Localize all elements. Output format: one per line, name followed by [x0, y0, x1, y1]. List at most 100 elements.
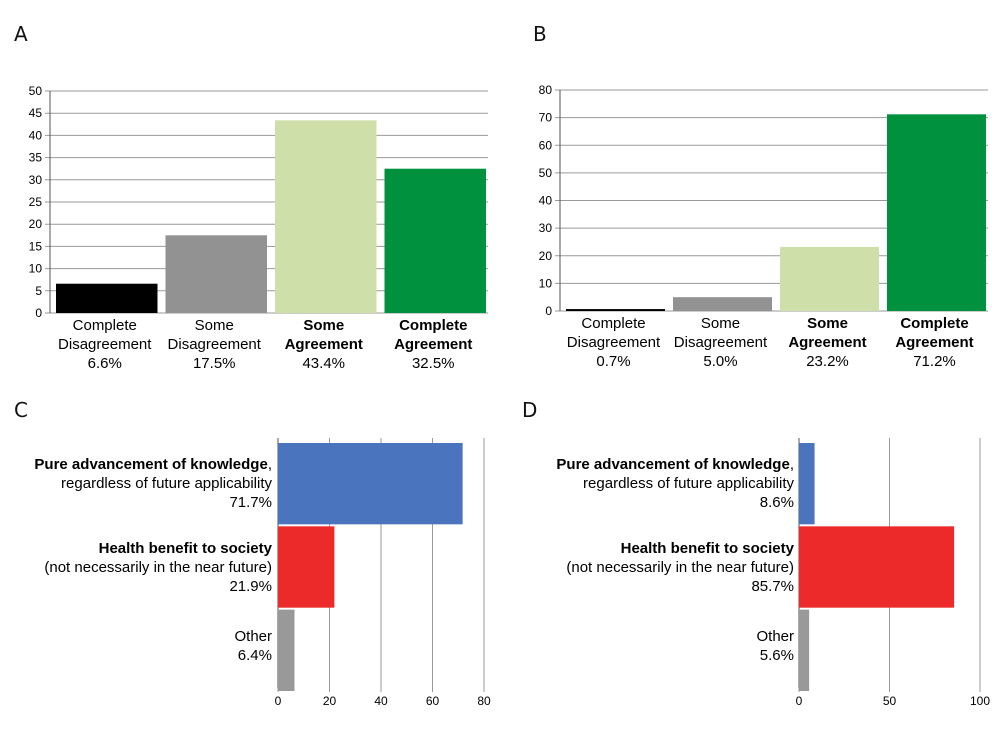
bar	[275, 120, 377, 313]
x-tick-label: 80	[477, 694, 491, 708]
category-line2: Agreement	[284, 336, 363, 353]
category-line2: Disagreement	[58, 336, 152, 353]
category-percent: 17.5%	[192, 355, 236, 372]
category-label: Pure advancement of knowledge, regardless…	[494, 455, 794, 512]
y-tick-label: 35	[29, 151, 43, 165]
x-tick-label: 0	[275, 694, 282, 708]
category-subtitle: (not necessarily in the near future)	[44, 558, 272, 576]
y-tick-label: 70	[539, 111, 553, 125]
x-tick-label: 60	[426, 694, 440, 708]
y-tick-label: 10	[539, 276, 553, 290]
category-subtitle: regardless of future applicability	[61, 475, 272, 493]
y-tick-label: 50	[539, 166, 553, 180]
category-line1: Complete	[900, 315, 969, 332]
category-percent: 8.6%	[759, 494, 794, 512]
category-subtitle: regardless of future applicability	[583, 475, 794, 493]
category-label: Other 5.6%	[494, 627, 794, 665]
bar	[673, 297, 772, 311]
category-line1: Complete	[72, 317, 137, 334]
y-tick-label: 10	[29, 262, 43, 276]
category-label: Health benefit to society (not necessaril…	[0, 539, 272, 596]
bar	[799, 526, 955, 608]
category-label: Complete Disagreement 6.6%	[50, 316, 160, 373]
y-tick-label: 40	[539, 194, 553, 208]
category-percent: 23.2%	[806, 353, 849, 370]
category-percent: 32.5%	[411, 355, 455, 372]
category-label: Complete Disagreement 0.7%	[560, 314, 667, 371]
bar	[278, 609, 295, 691]
bar	[887, 114, 986, 311]
category-label: Pure advancement of knowledge, regardless…	[0, 455, 272, 512]
category-line1: Some	[700, 315, 741, 332]
category-label: Some Agreement 23.2%	[774, 314, 881, 371]
category-percent: 71.7%	[229, 494, 272, 512]
category-title: Pure advancement of knowledge	[34, 456, 268, 474]
bar	[56, 283, 158, 313]
x-tick-label: 40	[374, 694, 388, 708]
panel-letter-a: A	[14, 22, 28, 46]
panel-letter-c: C	[14, 398, 28, 422]
category-percent: 5.6%	[759, 647, 794, 665]
bar	[278, 526, 335, 608]
category-line1: Some	[807, 315, 848, 332]
category-label: Some Disagreement 5.0%	[667, 314, 774, 371]
category-percent: 5.0%	[703, 353, 738, 370]
category-percent: 43.4%	[302, 355, 346, 372]
panel-letter-d: D	[522, 398, 538, 422]
y-tick-label: 5	[35, 284, 42, 298]
category-subtitle: (not necessarily in the near future)	[566, 558, 794, 576]
category-title: Health benefit to society	[98, 539, 272, 557]
category-title: Pure advancement of knowledge	[556, 456, 790, 474]
category-line1: Some	[303, 317, 345, 334]
category-percent: 6.4%	[237, 647, 272, 665]
category-line2: Disagreement	[673, 334, 768, 351]
y-tick-label: 50	[29, 84, 43, 98]
category-label: Complete Agreement 32.5%	[379, 316, 489, 373]
bar	[799, 609, 810, 691]
category-line1: Complete	[399, 317, 468, 334]
category-line1: Complete	[581, 315, 646, 332]
bar	[165, 235, 267, 313]
category-label: Some Agreement 43.4%	[269, 316, 379, 373]
y-tick-label: 40	[29, 128, 43, 142]
x-tick-label: 100	[970, 694, 990, 708]
y-tick-label: 0	[545, 304, 552, 318]
category-percent: 21.9%	[229, 577, 272, 595]
y-tick-label: 0	[35, 306, 42, 320]
category-percent: 71.2%	[913, 353, 956, 370]
category-label: Some Disagreement 17.5%	[160, 316, 270, 373]
category-line2: Disagreement	[167, 336, 261, 353]
category-subtitle: Other	[234, 628, 272, 646]
x-tick-label: 0	[796, 694, 803, 708]
category-percent: 0.7%	[596, 353, 631, 370]
y-tick-label: 25	[29, 195, 43, 209]
category-percent: 85.7%	[751, 577, 794, 595]
bar	[566, 309, 665, 311]
bar	[384, 168, 486, 313]
x-tick-label: 20	[323, 694, 337, 708]
category-line2: Agreement	[895, 334, 974, 351]
x-tick-label: 50	[883, 694, 897, 708]
y-tick-label: 30	[539, 221, 553, 235]
y-tick-label: 20	[539, 249, 553, 263]
category-line1: Some	[194, 317, 234, 334]
category-title-suffix: ,	[789, 456, 794, 474]
category-title-suffix: ,	[267, 456, 272, 474]
category-label: Other 6.4%	[0, 627, 272, 665]
category-label: Complete Agreement 71.2%	[881, 314, 988, 371]
y-tick-label: 30	[29, 173, 43, 187]
y-tick-label: 20	[29, 217, 43, 231]
category-line2: Agreement	[394, 336, 473, 353]
y-tick-label: 80	[539, 83, 553, 97]
y-tick-label: 15	[29, 239, 43, 253]
panel-letter-b: B	[533, 22, 547, 46]
category-label: Health benefit to society (not necessaril…	[494, 539, 794, 596]
category-subtitle: Other	[756, 628, 794, 646]
category-title: Health benefit to society	[620, 539, 794, 557]
y-tick-label: 45	[29, 106, 43, 120]
category-percent: 6.6%	[87, 355, 122, 372]
bar	[780, 246, 879, 311]
bar	[278, 443, 463, 525]
category-line2: Agreement	[788, 334, 867, 351]
